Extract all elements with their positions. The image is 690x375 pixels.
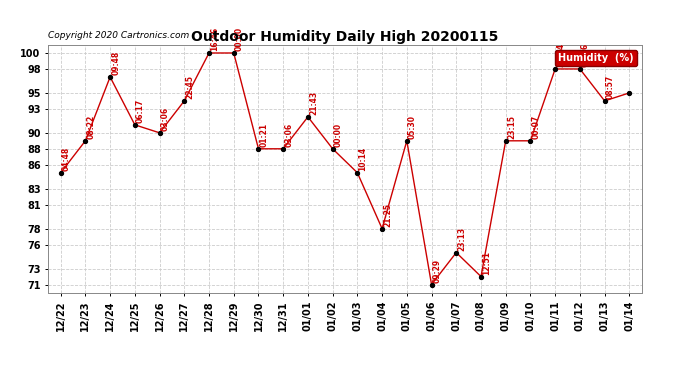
Text: 21:43: 21:43: [309, 91, 318, 115]
Point: [302, 114, 313, 120]
Point: [154, 130, 165, 136]
Point: [451, 250, 462, 256]
Legend: Humidity  (%): Humidity (%): [555, 50, 637, 66]
Text: 09:29: 09:29: [433, 259, 442, 283]
Point: [574, 66, 585, 72]
Point: [228, 50, 239, 56]
Point: [129, 122, 140, 128]
Point: [80, 138, 91, 144]
Point: [277, 146, 288, 152]
Point: [105, 74, 116, 80]
Point: [426, 282, 437, 288]
Text: 01:21: 01:21: [259, 123, 268, 147]
Point: [475, 273, 486, 279]
Text: 00:07: 00:07: [532, 115, 541, 139]
Point: [253, 146, 264, 152]
Point: [377, 226, 388, 232]
Text: 08:22: 08:22: [87, 115, 96, 139]
Text: 03:06: 03:06: [161, 107, 170, 131]
Point: [327, 146, 338, 152]
Text: 03:06: 03:06: [284, 123, 293, 147]
Point: [179, 98, 190, 104]
Point: [352, 170, 363, 176]
Text: 23:13: 23:13: [457, 227, 466, 251]
Text: 12:51: 12:51: [482, 251, 491, 275]
Text: 23:34: 23:34: [556, 43, 565, 68]
Text: 09:48: 09:48: [111, 51, 120, 75]
Point: [624, 90, 635, 96]
Point: [55, 170, 66, 176]
Point: [500, 138, 511, 144]
Point: [550, 66, 561, 72]
Text: 00:00: 00:00: [334, 123, 343, 147]
Text: 10:14: 10:14: [359, 147, 368, 171]
Text: 04:48: 04:48: [62, 147, 71, 171]
Point: [599, 98, 610, 104]
Text: 23:15: 23:15: [507, 115, 516, 139]
Text: 03:26: 03:26: [581, 43, 590, 68]
Title: Outdoor Humidity Daily High 20200115: Outdoor Humidity Daily High 20200115: [191, 30, 499, 44]
Text: 22:45: 22:45: [186, 75, 195, 99]
Text: 05:30: 05:30: [408, 115, 417, 139]
Point: [204, 50, 215, 56]
Text: 16:46: 16:46: [210, 27, 219, 51]
Point: [525, 138, 536, 144]
Point: [402, 138, 413, 144]
Text: 08:57: 08:57: [606, 75, 615, 99]
Text: Copyright 2020 Cartronics.com: Copyright 2020 Cartronics.com: [48, 31, 190, 40]
Text: 21:25: 21:25: [384, 203, 393, 227]
Text: 00:00: 00:00: [235, 27, 244, 51]
Text: 06:17: 06:17: [136, 99, 145, 123]
